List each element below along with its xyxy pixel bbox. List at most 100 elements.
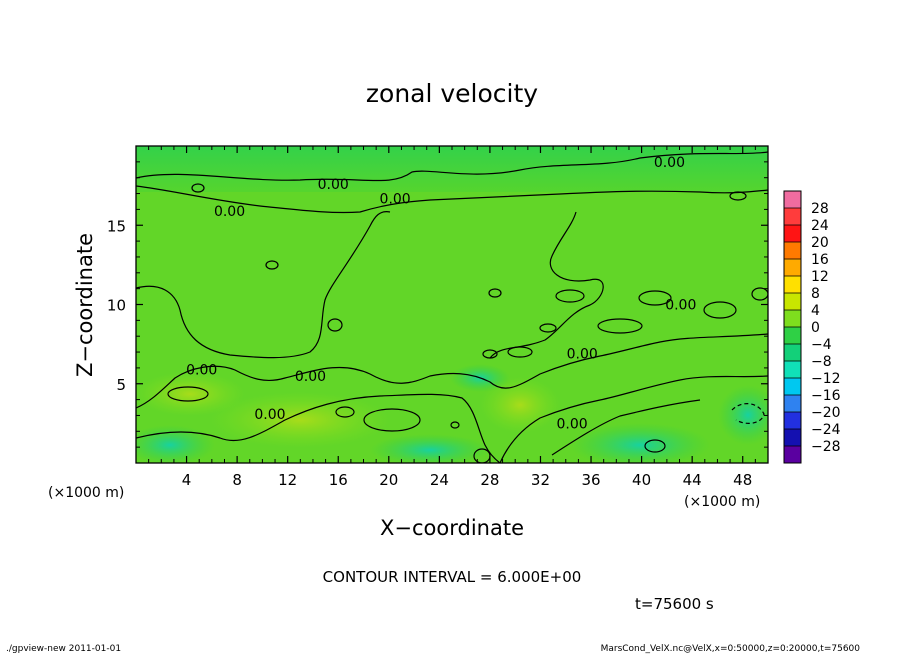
x-tick-label: 8 — [232, 471, 242, 489]
colorbar-segment — [784, 225, 801, 243]
contour-line — [539, 323, 557, 333]
colorbar-segment — [784, 276, 801, 294]
contour-line — [731, 403, 765, 424]
field-warm-patch — [136, 372, 245, 416]
x-axis-unit-left: (×1000 m) — [48, 485, 124, 501]
contour-line — [335, 406, 355, 418]
colorbar-segment — [784, 259, 801, 277]
footer-right: MarsCond_VelX.nc@VelX,x=0:50000,z=0:2000… — [601, 644, 861, 654]
field-cool-patch — [718, 385, 768, 445]
x-tick-label: 40 — [632, 471, 651, 489]
colorbar-label: 0 — [811, 320, 820, 336]
y-tick-label: 5 — [116, 376, 126, 394]
contour-line — [488, 288, 502, 298]
x-tick-label: 28 — [480, 471, 499, 489]
colorbar-segment — [784, 429, 801, 447]
colorbar-label: 4 — [811, 303, 820, 319]
x-tick-label: 16 — [329, 471, 348, 489]
contour-line — [167, 386, 209, 402]
contour-line — [136, 185, 768, 214]
x-axis-unit-right: (×1000 m) — [684, 494, 760, 510]
colorbar-label: 8 — [811, 286, 820, 302]
colorbar-segment — [784, 293, 801, 311]
colorbar-label: −28 — [811, 439, 841, 455]
time-label: t=75600 s — [635, 595, 714, 613]
x-tick-label: 44 — [683, 471, 702, 489]
chart-title: zonal velocity — [366, 79, 538, 108]
x-tick-label: 32 — [531, 471, 550, 489]
contour-label: 0.00 — [556, 416, 587, 432]
colorbar-label: −16 — [811, 388, 841, 404]
contour-label: 0.00 — [654, 155, 685, 171]
colorbar-label: 24 — [811, 218, 829, 234]
field-top-band — [136, 146, 768, 192]
colorbar-segment — [784, 310, 801, 328]
colorbar-frame — [783, 190, 802, 464]
contour-line — [703, 301, 737, 319]
y-axis: 5 10 15 — [107, 161, 768, 448]
y-axis-label: Z−coordinate — [73, 233, 97, 377]
colorbar-segment — [784, 395, 801, 413]
colorbar-label: 16 — [811, 252, 829, 268]
colorbar-label: 28 — [811, 201, 829, 217]
x-tick-label: 12 — [278, 471, 297, 489]
contour-line — [489, 211, 604, 359]
x-tick-label: 36 — [581, 471, 600, 489]
field-warm-patch — [210, 392, 390, 448]
colorbar-label: −8 — [811, 354, 832, 370]
x-tick-label: 4 — [182, 471, 192, 489]
colorbar-label: −20 — [811, 405, 841, 421]
x-axis: 4 8 12 16 20 24 28 32 36 40 44 48 — [148, 146, 756, 489]
contour-line — [751, 287, 768, 301]
contour-line — [482, 349, 498, 359]
colorbar-segment — [784, 191, 801, 209]
contour-line — [136, 211, 391, 359]
colorbar-label: −24 — [811, 422, 841, 438]
colorbar-segment — [784, 327, 801, 345]
contour-label: 0.00 — [318, 177, 349, 193]
contour-line — [450, 421, 460, 429]
contour-line — [597, 318, 643, 334]
contour-label: 0.00 — [214, 204, 245, 220]
contour-lines — [136, 151, 768, 463]
colorbar-segment — [784, 361, 801, 379]
colorbar-segment — [784, 378, 801, 396]
x-axis-label: X−coordinate — [380, 516, 524, 540]
field-warm-patch — [480, 377, 560, 433]
contour-labels: 0.00 0.00 0.00 0.00 0.00 0.00 0.00 0.00 0.00 0.00 — [186, 155, 696, 433]
contour-line — [499, 375, 768, 463]
contour-line — [507, 346, 533, 358]
contour-line — [327, 318, 343, 332]
contour-line — [729, 191, 747, 201]
y-tick-label: 15 — [107, 217, 126, 235]
footer-left: ./gpview-new 2011-01-01 — [6, 644, 121, 654]
contour-label: 0.00 — [380, 191, 411, 207]
contour-line — [363, 408, 421, 432]
x-tick-label: 20 — [379, 471, 398, 489]
colorbar-label: −4 — [811, 337, 832, 353]
colorbar-segment — [784, 344, 801, 362]
x-tick-label: 24 — [430, 471, 449, 489]
colorbar-segment — [784, 242, 801, 260]
colorbar-label: −12 — [811, 371, 841, 387]
contour-label: 0.00 — [254, 407, 285, 423]
contour-line — [136, 333, 768, 409]
contour-label: 0.00 — [567, 347, 598, 363]
contour-interval-text: CONTOUR INTERVAL = 6.000E+00 — [323, 568, 582, 586]
x-tick-label: 48 — [733, 471, 752, 489]
contour-line — [644, 439, 666, 453]
colorbar-label: 12 — [811, 269, 829, 285]
field-cool-patch — [570, 423, 710, 463]
contour-label: 0.00 — [186, 362, 217, 378]
contour-line — [638, 290, 672, 306]
colorbar-label: 20 — [811, 235, 829, 251]
colorbar-segment — [784, 208, 801, 226]
contour-line — [555, 289, 585, 303]
colorbar-segment — [784, 446, 801, 464]
colorbar-segment — [784, 412, 801, 430]
contour-line — [265, 260, 279, 270]
plot-area: 0.00 0.00 0.00 0.00 0.00 0.00 0.00 0.00 0.00 0.00 — [136, 146, 768, 463]
contour-label: 0.00 — [295, 369, 326, 385]
